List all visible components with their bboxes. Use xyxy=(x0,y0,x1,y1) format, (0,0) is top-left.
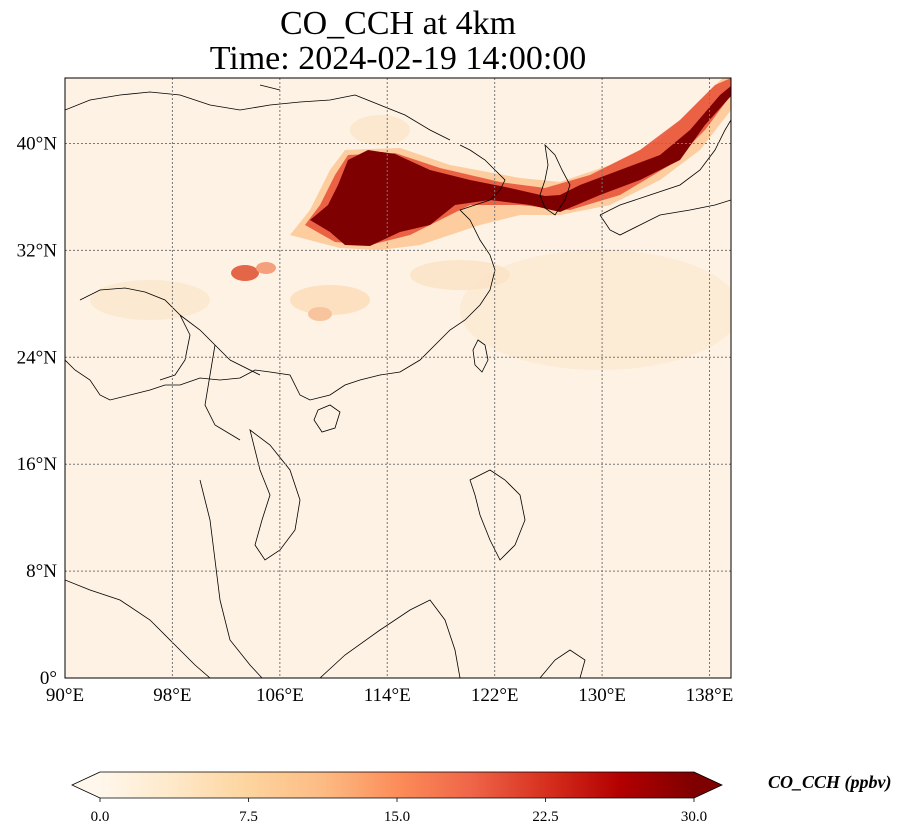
latitude-tick-label: 0° xyxy=(40,668,57,689)
coastline-malay-peninsula xyxy=(199,479,263,678)
background-haze xyxy=(350,115,410,145)
colorbar: 0.0 7.5 15.0 22.5 30.0 CO_CCH (ppbv) xyxy=(71,771,892,825)
plume-blob xyxy=(231,265,259,281)
map-title: CO_CCH at 4km xyxy=(279,5,517,42)
colorbar-tick-label: 0.0 xyxy=(91,809,110,825)
coastline-korea xyxy=(539,143,571,216)
coastline-sulawesi xyxy=(539,649,586,678)
longitude-tick-label: 130°E xyxy=(578,685,626,706)
background-haze xyxy=(290,285,370,315)
plume-blob xyxy=(256,262,276,274)
latitude-tick-labels: 40°N 32°N 24°N 16°N 8°N 0° xyxy=(17,133,58,689)
latitude-tick-label: 16°N xyxy=(17,454,58,475)
map-frame xyxy=(64,77,732,679)
coastline-hainan xyxy=(313,404,341,433)
colorbar-tick-label: 7.5 xyxy=(239,809,258,825)
coastline-sumatra xyxy=(65,579,211,678)
coastlines xyxy=(65,84,731,678)
colorbar-extend-max xyxy=(694,772,722,798)
longitude-tick-label: 114°E xyxy=(364,685,411,706)
longitude-tick-label: 90°E xyxy=(46,685,84,706)
background-haze xyxy=(90,280,210,320)
coastline-china xyxy=(65,144,506,401)
plume-core xyxy=(310,86,731,246)
map-time-subtitle: Time: 2024-02-19 14:00:00 xyxy=(209,40,587,77)
latitude-tick-label: 32°N xyxy=(17,240,58,261)
coastline-japan xyxy=(599,119,731,236)
coastline-philippines xyxy=(469,469,526,561)
colorbar-tick-label: 30.0 xyxy=(681,809,707,825)
latitude-tick-label: 24°N xyxy=(17,347,58,368)
longitude-tick-labels: 90°E 98°E 106°E 114°E 122°E 130°E 138°E xyxy=(46,685,733,706)
colorbar-ticks: 0.0 7.5 15.0 22.5 30.0 xyxy=(91,798,707,825)
map-panel xyxy=(64,77,732,679)
northern-borders xyxy=(65,84,451,141)
longitude-tick-label: 138°E xyxy=(686,685,734,706)
colorbar-extend-min xyxy=(72,772,100,798)
longitude-tick-label: 98°E xyxy=(153,685,191,706)
latitude-tick-label: 40°N xyxy=(17,133,58,154)
background-haze xyxy=(460,250,731,370)
coastline-taiwan xyxy=(472,339,489,373)
gridlines xyxy=(65,78,731,678)
latitude-tick-label: 8°N xyxy=(26,561,57,582)
background-haze xyxy=(410,260,510,290)
coastline-vietnam xyxy=(249,429,301,561)
longitude-tick-label: 122°E xyxy=(471,685,519,706)
concentration-field xyxy=(90,78,731,370)
colorbar-tick-label: 22.5 xyxy=(532,809,558,825)
longitude-tick-label: 106°E xyxy=(256,685,304,706)
colorbar-tick-label: 15.0 xyxy=(384,809,410,825)
colorbar-gradient xyxy=(100,772,694,798)
coastline-borneo xyxy=(319,599,461,678)
plume-blob xyxy=(308,307,332,321)
colorbar-label: CO_CCH (ppbv) xyxy=(768,772,892,793)
